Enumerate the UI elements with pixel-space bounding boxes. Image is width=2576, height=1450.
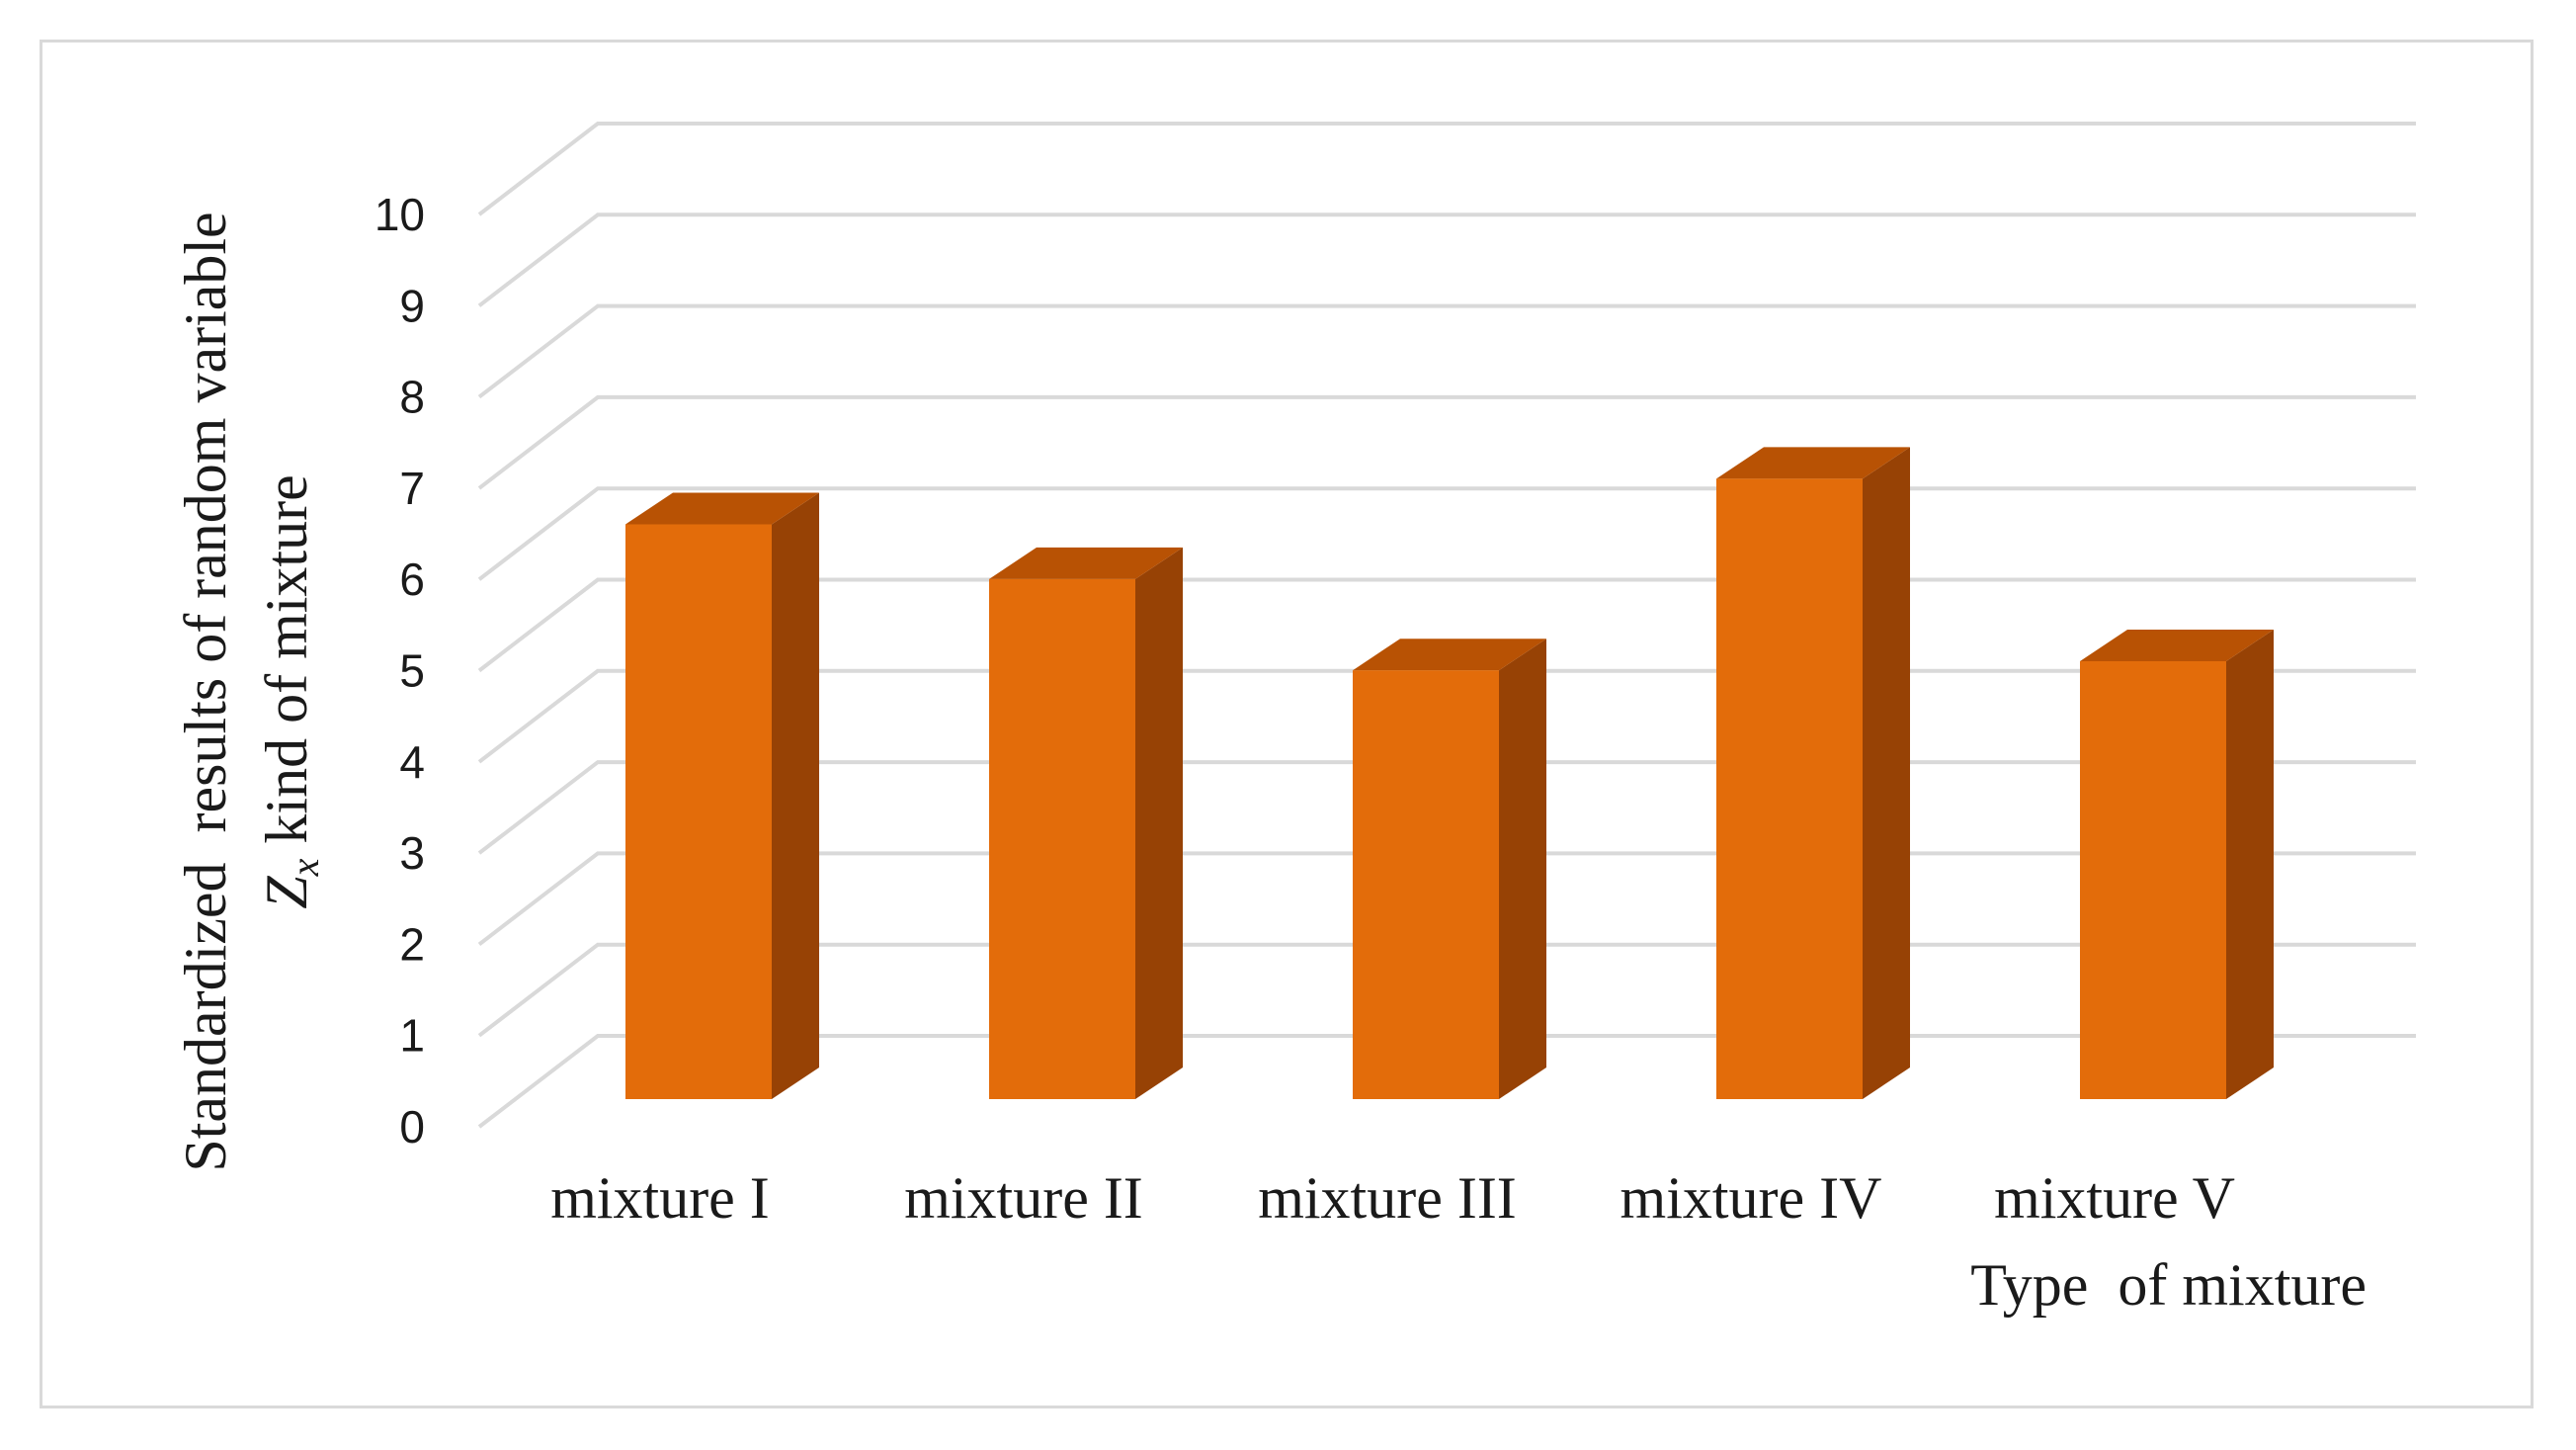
- bars: [625, 447, 2274, 1099]
- y-axis-title-subscript: x: [283, 858, 327, 877]
- x-category-label: mixture I: [550, 1165, 770, 1231]
- bar-front-face: [1716, 478, 1863, 1099]
- y-tick-label: 0: [399, 1101, 425, 1152]
- y-tick-label: 6: [399, 554, 425, 605]
- y-tick-label: 3: [399, 827, 425, 879]
- bar-side-face: [1135, 547, 1183, 1099]
- gridline: [477, 394, 2416, 490]
- bar: [625, 492, 819, 1099]
- bar-front-face: [1353, 670, 1499, 1099]
- y-axis-ticks: 0 1 2 3 4 5 6 7 8 9 10: [374, 189, 425, 1152]
- bar: [1353, 639, 1546, 1099]
- y-axis-title-suffix: kind of mixture: [254, 474, 319, 858]
- x-category-label: mixture III: [1258, 1165, 1517, 1231]
- y-axis-title-line1: Standardized results of random variable: [173, 212, 238, 1171]
- y-tick-label: 7: [399, 463, 425, 514]
- x-axis-title: Type of mixture: [1970, 1252, 2367, 1318]
- x-category-label: mixture V: [1994, 1165, 2235, 1231]
- bar-side-face: [772, 492, 819, 1099]
- x-axis-categories: mixture I mixture II mixture III mixture IV…: [550, 1165, 2235, 1231]
- bar-top-face: [1353, 639, 1546, 671]
- bar-front-face: [989, 578, 1135, 1099]
- y-tick-label: 4: [399, 736, 425, 788]
- bar-top-face: [1716, 447, 1910, 479]
- y-tick-label: 1: [399, 1010, 425, 1062]
- bar: [989, 547, 1183, 1099]
- bar-top-face: [625, 492, 819, 525]
- gridline: [477, 122, 2416, 216]
- y-tick-label: 2: [399, 918, 425, 970]
- x-category-label: mixture II: [904, 1165, 1143, 1231]
- bar-top-face: [2080, 629, 2274, 661]
- bar-side-face: [1863, 447, 1910, 1099]
- x-category-label: mixture IV: [1620, 1165, 1882, 1231]
- gridline: [477, 303, 2416, 399]
- bar: [2080, 629, 2274, 1099]
- y-tick-label: 5: [399, 645, 425, 697]
- bar-front-face: [2080, 660, 2226, 1099]
- gridline: [477, 213, 2416, 307]
- bar-side-face: [2226, 629, 2274, 1099]
- y-tick-label: 8: [399, 372, 425, 423]
- y-tick-label: 10: [374, 189, 425, 240]
- y-axis-title-variable: Z: [254, 876, 319, 909]
- y-tick-label: 9: [399, 280, 425, 331]
- bar-side-face: [1499, 639, 1546, 1099]
- bar: [1716, 447, 1910, 1099]
- y-axis-title-line2: Zx kind of mixture: [254, 474, 327, 908]
- bar-top-face: [989, 547, 1183, 579]
- bar-front-face: [625, 524, 772, 1099]
